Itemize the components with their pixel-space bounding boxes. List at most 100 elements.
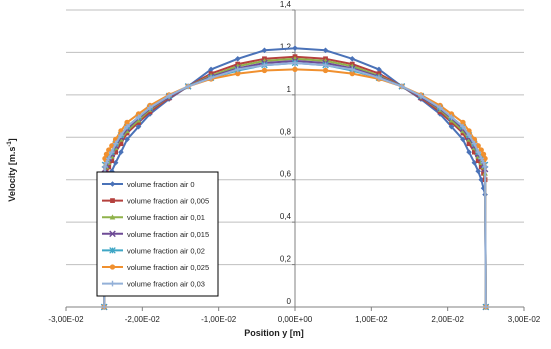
y-tick-label: 0 — [287, 297, 292, 306]
data-point — [466, 141, 472, 147]
y-tick-label: 1 — [287, 85, 292, 94]
data-point — [118, 132, 124, 138]
data-point — [109, 264, 116, 270]
legend-entry: volume fraction air 0,02 — [102, 246, 205, 255]
data-point — [102, 164, 108, 170]
y-axis-label-end: ] — [7, 138, 17, 141]
data-point — [103, 159, 110, 166]
data-point — [124, 119, 130, 126]
data-point — [482, 155, 488, 162]
y-tick-label: 0,2 — [280, 255, 292, 264]
data-point — [460, 136, 466, 143]
data-point — [482, 164, 488, 170]
data-point — [261, 67, 268, 74]
data-point — [102, 155, 108, 162]
x-tick-label: -1,00E-02 — [201, 315, 237, 324]
x-tick-label: 2,00E-02 — [431, 315, 464, 324]
label-layer: Position y [m] Velocity [m.s-1] — [7, 138, 304, 338]
data-point — [261, 62, 268, 68]
data-point — [113, 149, 118, 155]
y-axis-label-superscript: -1 — [7, 141, 13, 147]
data-point — [135, 114, 142, 120]
data-point — [460, 123, 466, 130]
data-point — [166, 93, 172, 99]
data-point — [185, 83, 191, 90]
legend-entry: volume fraction air 0 — [102, 180, 195, 189]
x-tick-label: 0,00E+00 — [278, 315, 313, 324]
data-point — [112, 159, 119, 166]
data-point — [376, 75, 382, 81]
y-tick-label: 1,2 — [280, 42, 292, 51]
data-point — [480, 151, 487, 157]
data-point — [147, 104, 153, 111]
data-point — [322, 67, 329, 74]
data-point — [448, 117, 455, 123]
data-point — [478, 176, 485, 183]
series-layer — [100, 45, 490, 311]
data-point — [460, 119, 466, 126]
data-point — [471, 159, 478, 166]
data-point — [106, 147, 112, 153]
data-point — [322, 62, 329, 68]
data-point — [349, 55, 356, 62]
legend-label: volume fraction air 0,02 — [127, 246, 205, 255]
data-point — [349, 70, 355, 77]
data-point — [472, 149, 477, 155]
x-tick-label: 1,00E-02 — [355, 315, 388, 324]
data-point — [234, 66, 241, 73]
x-tick-label: -3,00E-02 — [48, 315, 84, 324]
legend: volume fraction air 0 volume fraction air… — [96, 171, 219, 297]
data-point — [480, 185, 487, 191]
data-point — [292, 45, 298, 51]
data-point — [475, 149, 481, 155]
data-point — [483, 304, 489, 310]
legend-entry: volume fraction air 0,015 — [102, 230, 209, 239]
data-point — [399, 83, 405, 90]
y-tick-label: 0,4 — [280, 212, 292, 221]
y-tick-label: 0,6 — [280, 170, 292, 179]
data-point — [109, 247, 116, 254]
data-point — [475, 168, 481, 175]
legend-label: volume fraction air 0 — [127, 180, 195, 189]
y-tick-label: 0,8 — [280, 127, 292, 136]
data-point — [437, 104, 443, 111]
data-point — [109, 149, 115, 155]
legend-entry: volume fraction air 0,005 — [102, 197, 209, 206]
data-point — [234, 55, 241, 62]
data-point — [478, 147, 484, 153]
y-axis-label-main: Velocity [m.s — [7, 147, 17, 202]
series-6 — [101, 60, 489, 310]
legend-entry: volume fraction air 0,03 — [102, 280, 205, 289]
data-point — [466, 149, 472, 155]
data-point — [101, 304, 107, 310]
data-point — [466, 132, 472, 138]
data-point — [110, 198, 115, 203]
data-point — [105, 155, 112, 162]
data-point — [448, 114, 455, 120]
data-point — [208, 66, 214, 73]
data-point — [109, 280, 116, 287]
y-tick-label: 1,4 — [280, 0, 292, 9]
data-point — [109, 214, 116, 220]
data-point — [124, 136, 130, 143]
data-point — [118, 141, 124, 147]
data-point — [261, 47, 268, 54]
data-point — [292, 60, 298, 66]
data-point — [112, 140, 119, 147]
data-point — [292, 66, 298, 73]
data-point — [124, 123, 130, 130]
data-point — [135, 117, 142, 123]
x-tick-label: 3,00E-02 — [508, 315, 541, 324]
legend-label: volume fraction air 0,015 — [127, 230, 209, 239]
data-point — [480, 159, 487, 166]
legend-label: volume fraction air 0,01 — [127, 213, 205, 222]
data-point — [109, 181, 116, 187]
data-point — [471, 140, 478, 147]
legend-entry: volume fraction air 0,01 — [102, 213, 205, 222]
data-point — [478, 155, 485, 162]
legend-entry: volume fraction air 0,025 — [102, 263, 209, 272]
data-point — [376, 66, 382, 73]
data-point — [448, 123, 455, 130]
